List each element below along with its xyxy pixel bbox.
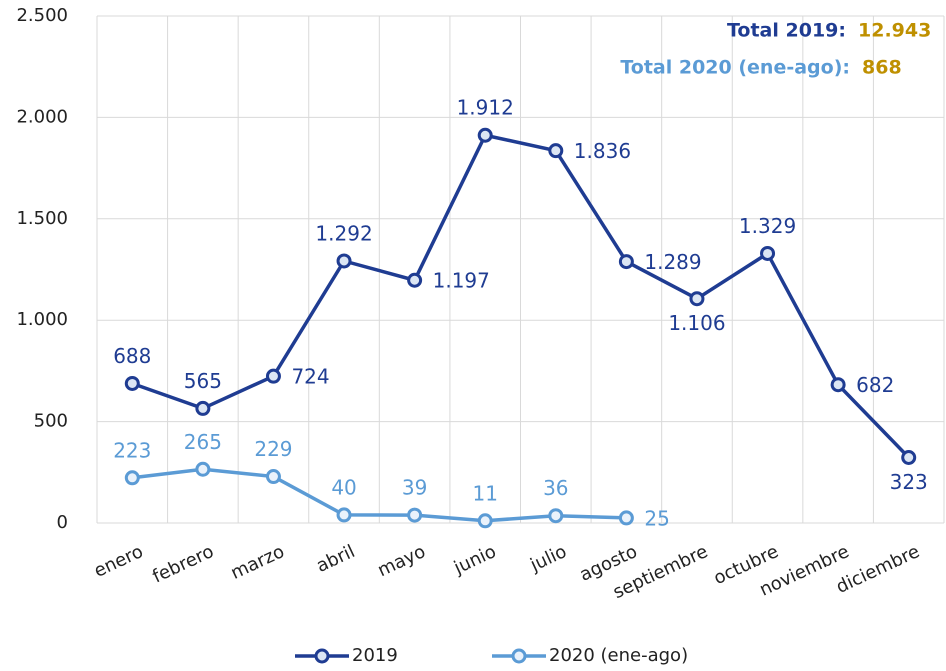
x-tick-label: enero — [91, 541, 147, 582]
y-tick-label: 0 — [57, 512, 68, 533]
series-line — [132, 467, 627, 523]
x-tick-label: junio — [450, 541, 500, 579]
data-label: 1.292 — [315, 221, 372, 245]
annotation-label: Total 2020 (ene-ago): — [620, 57, 850, 79]
marker — [195, 400, 211, 416]
marker — [407, 507, 423, 523]
marker — [618, 254, 634, 270]
data-label: 265 — [184, 430, 222, 454]
data-label: 40 — [331, 475, 356, 499]
y-tick-label: 2.000 — [16, 106, 68, 127]
y-tick-label: 1.500 — [16, 208, 68, 229]
annotation-label: Total 2019: — [727, 20, 846, 42]
data-label: 1.329 — [739, 214, 796, 238]
marker — [265, 368, 281, 384]
marker — [407, 272, 423, 288]
data-label: 223 — [113, 438, 151, 462]
marker — [265, 469, 281, 485]
marker — [195, 461, 211, 477]
data-label: 229 — [254, 437, 292, 461]
x-tick-label: abril — [313, 541, 358, 577]
data-label: 682 — [856, 373, 894, 397]
legend-item: 2019 — [295, 645, 398, 666]
legend-item: 2020 (ene-ago) — [492, 645, 688, 666]
annotation-value: 868 — [862, 57, 902, 79]
data-label: 11 — [472, 481, 497, 505]
marker — [689, 291, 705, 307]
marker — [901, 449, 917, 465]
legend-marker — [511, 648, 527, 664]
marker — [760, 245, 776, 261]
data-label: 36 — [543, 476, 568, 500]
y-tick-label: 1.000 — [16, 309, 68, 330]
data-label: 1.912 — [457, 96, 514, 120]
x-tick-label: mayo — [374, 541, 428, 581]
data-label: 39 — [402, 476, 427, 500]
marker — [124, 470, 140, 486]
marker — [477, 513, 493, 529]
data-label: 1.106 — [668, 311, 725, 335]
marker — [618, 510, 634, 526]
x-tick-label: febrero — [149, 541, 217, 587]
marker — [548, 508, 564, 524]
legend-marker — [314, 648, 330, 664]
marker — [477, 127, 493, 143]
marker — [336, 507, 352, 523]
y-tick-label: 2.500 — [16, 5, 68, 26]
y-tick-label: 500 — [34, 411, 68, 432]
data-label: 1.836 — [574, 139, 631, 163]
data-label: 25 — [644, 506, 669, 530]
data-label: 724 — [291, 365, 329, 389]
marker — [830, 377, 846, 393]
data-label: 565 — [184, 369, 222, 393]
data-label: 1.197 — [433, 269, 490, 293]
x-tick-label: julio — [526, 541, 570, 576]
series-line — [131, 133, 910, 459]
marker — [548, 143, 564, 159]
x-tick-label: marzo — [228, 541, 288, 584]
data-label: 688 — [113, 344, 151, 368]
marker — [124, 375, 140, 391]
data-label: 323 — [890, 470, 928, 494]
data-label: 1.289 — [644, 250, 701, 274]
legend-label: 2019 — [352, 645, 398, 666]
legend-label: 2020 (ene-ago) — [549, 645, 688, 666]
marker — [336, 253, 352, 269]
annotation-value: 12.943 — [858, 20, 931, 42]
